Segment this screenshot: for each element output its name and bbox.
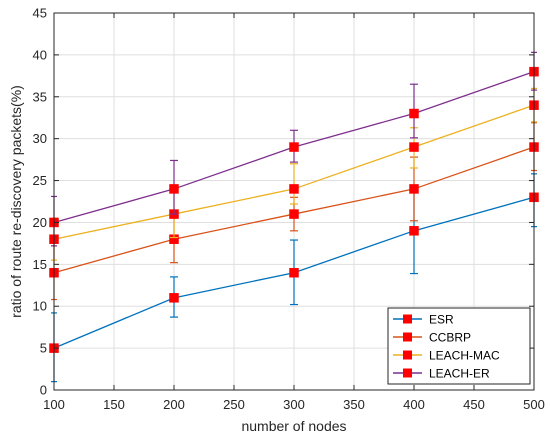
legend-entry: ESR xyxy=(429,313,454,327)
x-axis-ticks: 100 150 200 250 300 350 400 450 500 xyxy=(43,13,545,412)
y-tick-label: 5 xyxy=(40,341,47,356)
x-tick-label: 350 xyxy=(343,397,365,412)
data-point xyxy=(409,142,419,152)
y-tick-label: 10 xyxy=(33,299,47,314)
y-tick-label: 25 xyxy=(33,173,47,188)
data-point xyxy=(409,108,419,119)
y-tick-label: 0 xyxy=(40,383,47,398)
data-point xyxy=(169,293,179,303)
x-axis-label: number of nodes xyxy=(241,418,346,434)
legend-swatch-marker xyxy=(403,314,412,324)
x-tick-label: 500 xyxy=(523,397,545,412)
y-tick-label: 15 xyxy=(33,257,47,272)
legend-swatch-marker xyxy=(403,332,412,342)
legend-entry: LEACH-ER xyxy=(429,367,490,381)
x-tick-label: 250 xyxy=(223,397,245,412)
y-axis-label: ratio of route re-discovery packets(%) xyxy=(8,85,24,318)
data-point xyxy=(409,226,419,236)
data-point xyxy=(289,209,299,219)
data-point xyxy=(289,142,299,152)
x-tick-label: 200 xyxy=(163,397,185,412)
data-point xyxy=(169,184,179,194)
legend-entry: CCBRP xyxy=(429,331,471,345)
legend: ESR CCBRP LEACH-MAC LEACH-ER xyxy=(387,307,531,385)
y-tick-label: 20 xyxy=(33,215,47,230)
legend-swatch-marker xyxy=(403,350,412,360)
x-tick-label: 150 xyxy=(103,397,125,412)
y-tick-label: 45 xyxy=(33,6,47,21)
legend-swatch-marker xyxy=(403,368,412,378)
y-tick-label: 40 xyxy=(33,47,47,62)
x-tick-label: 100 xyxy=(43,397,65,412)
y-tick-label: 30 xyxy=(33,131,47,146)
legend-entry: LEACH-MAC xyxy=(429,349,500,363)
x-tick-label: 450 xyxy=(463,397,485,412)
data-point xyxy=(409,184,419,194)
x-tick-label: 300 xyxy=(283,397,305,412)
data-point xyxy=(289,267,299,278)
y-tick-label: 35 xyxy=(33,89,47,104)
y-axis-ticks: 0 5 10 15 20 25 30 35 40 45 xyxy=(33,6,534,398)
data-point xyxy=(289,184,299,194)
x-tick-label: 400 xyxy=(403,397,425,412)
